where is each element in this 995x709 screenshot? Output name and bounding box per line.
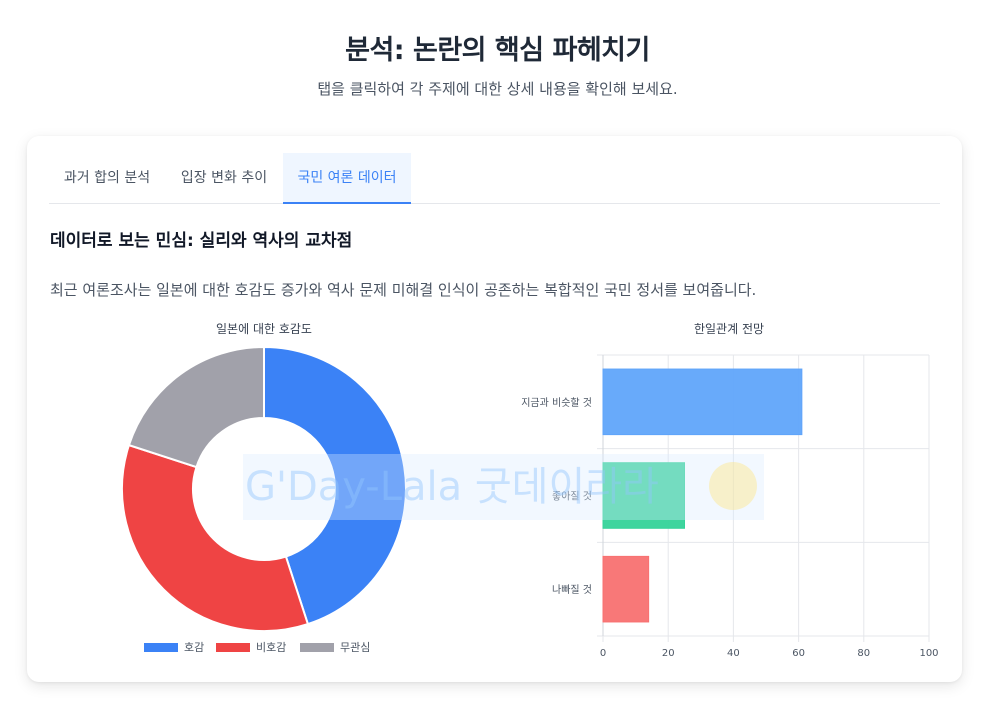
bar-2[interactable] <box>602 555 650 623</box>
tab-stance-change[interactable]: 입장 변화 추이 <box>180 170 268 186</box>
x-tick-label-3: 60 <box>792 648 805 659</box>
tab-bar: 과거 합의 분석 입장 변화 추이 국민 여론 데이터 <box>49 153 940 204</box>
page-subtitle: 탭을 클릭하여 각 주제에 대한 상세 내용을 확인해 보세요. <box>317 80 678 98</box>
x-tick-label-4: 80 <box>857 648 870 659</box>
donut-chart-title: 일본에 대한 호감도 <box>216 322 312 336</box>
legend-label-1[interactable]: 비호감 <box>256 641 286 654</box>
y-tick-label-2: 나빠질 것 <box>552 584 592 596</box>
legend-label-2[interactable]: 무관심 <box>340 641 370 654</box>
x-tick-label-5: 100 <box>919 648 938 659</box>
bar-1[interactable] <box>602 462 685 529</box>
donut-slice-0[interactable] <box>263 345 407 626</box>
section-title: 데이터로 보는 민심: 실리와 역사의 교차점 <box>50 231 353 251</box>
donut-slice-1[interactable] <box>121 443 310 632</box>
legend-swatch-1 <box>216 643 250 652</box>
page-title: 분석: 논란의 핵심 파헤치기 <box>345 35 650 66</box>
x-tick-label-0: 0 <box>600 648 606 659</box>
y-tick-label-1: 좋아질 것 <box>552 491 592 503</box>
watermark: G'Day-Lala 굿데이라라 <box>243 454 764 520</box>
bar-chart-title: 한일관계 전망 <box>694 322 764 336</box>
section-description: 최근 여론조사는 일본에 대한 호감도 증가와 역사 문제 미해결 인식이 공존… <box>50 281 757 299</box>
y-tick-label-0: 지금과 비슷할 것 <box>521 397 592 409</box>
legend-label-0[interactable]: 호감 <box>184 641 204 654</box>
x-tick-label-1: 20 <box>662 648 675 659</box>
smiley-icon <box>709 462 757 510</box>
tab-public-opinion[interactable]: 국민 여론 데이터 <box>283 153 411 204</box>
legend-swatch-2 <box>300 643 334 652</box>
bar-0[interactable] <box>602 368 803 436</box>
x-tick-label-2: 40 <box>727 648 740 659</box>
tab-past-agreement[interactable]: 과거 합의 분석 <box>63 170 151 186</box>
donut-slice-2[interactable] <box>127 345 265 469</box>
legend-swatch-0 <box>144 643 178 652</box>
